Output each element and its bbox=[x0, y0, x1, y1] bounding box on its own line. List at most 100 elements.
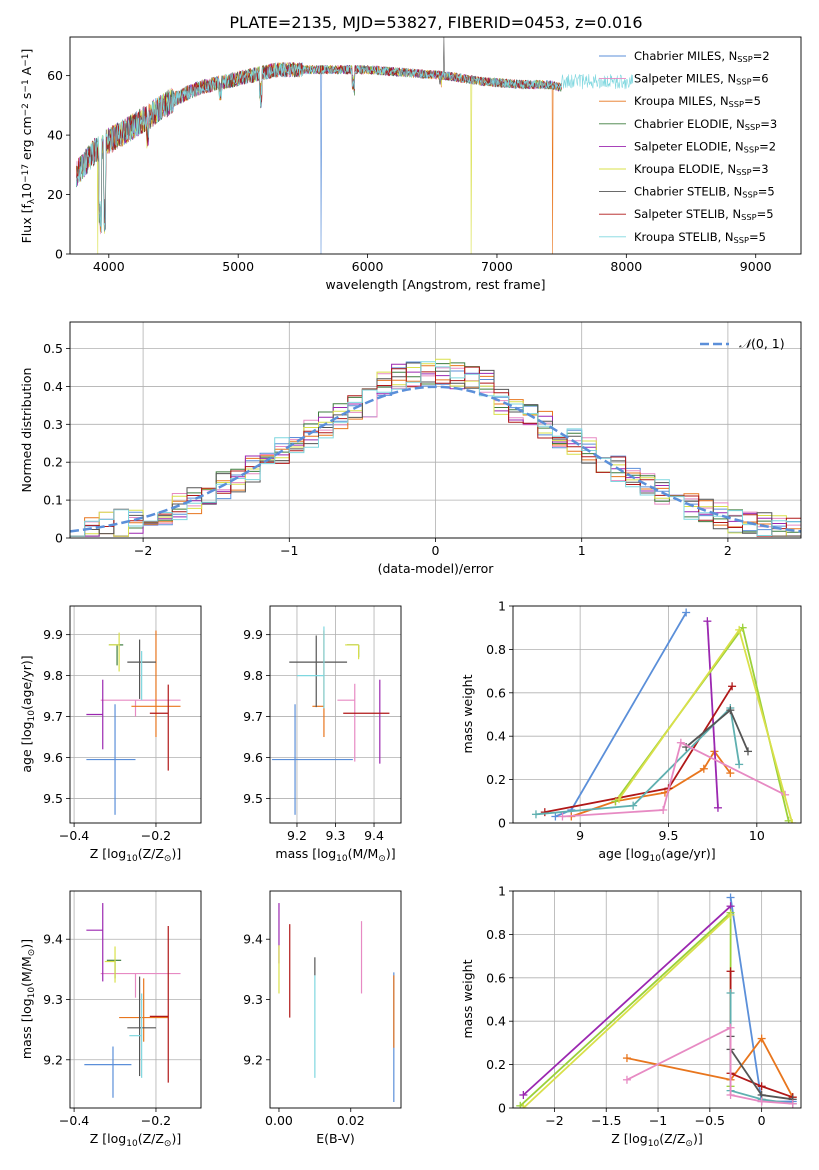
weight-line bbox=[522, 905, 732, 1096]
legend-label-salpeter-stelib: Salpeter STELIB, NSSP=5 bbox=[634, 207, 774, 222]
histogram-kroupa-stelib bbox=[70, 361, 801, 537]
weight-line bbox=[519, 910, 732, 1107]
weight-series-3 bbox=[519, 902, 735, 1099]
weight-line bbox=[571, 749, 732, 818]
weight-series-9 bbox=[615, 625, 797, 823]
plot-area bbox=[84, 903, 181, 1098]
y-axis-label: mass weight bbox=[460, 959, 475, 1038]
y-tick-label: 9.2 bbox=[43, 1052, 63, 1067]
spectrum-line-chabrier-miles bbox=[76, 62, 562, 254]
figure-title: PLATE=2135, MJD=53827, FIBERID=0453, z=0… bbox=[229, 13, 642, 32]
axes-frame bbox=[69, 321, 802, 539]
errorbar-kroupa-elodie bbox=[108, 632, 120, 672]
errorbar-salpeter-miles bbox=[100, 972, 181, 998]
weight-series-5 bbox=[540, 682, 737, 817]
x-axis-label: mass [log10(M/M⊙)] bbox=[275, 846, 395, 864]
x-tick-label: 5000 bbox=[222, 259, 254, 274]
x-axis-label: Z [log10(Z/Z⊙)] bbox=[90, 846, 181, 864]
x-tick-label: 0 bbox=[432, 543, 440, 558]
y-tick-label: 0.5 bbox=[43, 341, 63, 356]
weight-line bbox=[614, 625, 790, 822]
errorbar-chabrier-elodie bbox=[108, 644, 124, 666]
x-tick-label: 2 bbox=[724, 543, 732, 558]
y-tick-label: 60 bbox=[47, 68, 63, 83]
y-axis-label: mass weight bbox=[460, 674, 475, 753]
x-tick-label: −0.5 bbox=[695, 1113, 725, 1128]
x-tick-label: 9 bbox=[576, 828, 584, 843]
errorbar-chabrier-elodie bbox=[347, 644, 360, 658]
x-tick-label: 9.5 bbox=[659, 828, 679, 843]
weight-marker bbox=[726, 893, 735, 902]
x-tick-label: 8000 bbox=[610, 259, 642, 274]
legend-label-kroupa-stelib: Kroupa STELIB, NSSP=5 bbox=[634, 230, 766, 245]
plot-area bbox=[278, 903, 395, 1102]
weight-marker bbox=[676, 738, 685, 747]
errorbar-salpeter-miles bbox=[337, 683, 356, 762]
weight-marker bbox=[726, 910, 735, 919]
weight-marker bbox=[757, 1082, 766, 1091]
weight-marker bbox=[540, 808, 549, 817]
x-axis-label: Z [log10(Z/Z⊙)] bbox=[90, 1131, 181, 1149]
y-tick-label: 0.4 bbox=[43, 379, 63, 394]
weight-line bbox=[562, 741, 786, 818]
axes-frame bbox=[69, 605, 202, 824]
errorbar-kroupa-elodie bbox=[104, 946, 116, 983]
spectrum-line-chabrier-elodie bbox=[76, 62, 562, 223]
x-tick-label: −0.4 bbox=[59, 828, 89, 843]
y-tick-label: 0 bbox=[498, 816, 506, 831]
gaussian-curve bbox=[70, 385, 801, 533]
x-tick-label: 7000 bbox=[481, 259, 513, 274]
y-axis-label: mass [log10(M/M⊙)] bbox=[19, 939, 37, 1059]
y-tick-label: 9.9 bbox=[43, 627, 63, 642]
y-tick-label: 9.7 bbox=[243, 709, 263, 724]
errorbar-kroupa-miles bbox=[131, 630, 181, 738]
y-tick-label: 1 bbox=[498, 599, 506, 614]
legend-label-chabrier-stelib: Chabrier STELIB, NSSP=5 bbox=[634, 185, 775, 200]
weight-marker bbox=[788, 1099, 797, 1108]
errorbar-kroupa-miles bbox=[119, 978, 169, 1042]
y-tick-label: 0.4 bbox=[486, 729, 506, 744]
plot-area bbox=[531, 608, 797, 823]
legend-label-kroupa-miles: Kroupa MILES, NSSP=5 bbox=[634, 94, 761, 109]
errorbar-salpeter-miles bbox=[100, 699, 181, 717]
x-tick-label: −0.4 bbox=[59, 1113, 89, 1128]
weight-line bbox=[555, 612, 687, 818]
weight-line bbox=[706, 621, 719, 808]
weight-line bbox=[535, 706, 741, 816]
weight-marker bbox=[743, 747, 752, 756]
axes-frame bbox=[512, 605, 802, 824]
x-tick-label: −1 bbox=[649, 1113, 667, 1128]
plot-residuals: −2 −1 0 1 2 0 0.1 0.2 0.3 0.4 0.5 (data-model)/erro… bbox=[19, 321, 802, 576]
y-axis-label: age [log10(age/yr)] bbox=[19, 655, 37, 772]
y-tick-label: 9.5 bbox=[243, 791, 263, 806]
y-tick-label: 9.6 bbox=[243, 750, 263, 765]
x-axis-label: wavelength [Angstrom, rest frame] bbox=[325, 277, 545, 292]
weight-series-9 bbox=[519, 910, 735, 1108]
errorbar-salpeter-elodie bbox=[86, 903, 104, 982]
x-tick-label: 0.02 bbox=[337, 1113, 365, 1128]
y-tick-label: 40 bbox=[47, 128, 63, 143]
weight-marker bbox=[699, 764, 708, 773]
weight-marker bbox=[757, 1034, 766, 1043]
weight-marker bbox=[788, 819, 797, 823]
weight-marker bbox=[726, 967, 735, 976]
y-tick-label: 0.2 bbox=[486, 1057, 506, 1072]
y-tick-label: 0 bbox=[498, 1101, 506, 1116]
errorbar-chabrier-stelib bbox=[289, 635, 348, 708]
y-tick-label: 9.8 bbox=[243, 668, 263, 683]
spectrum-line-kroupa-elodie bbox=[76, 62, 562, 254]
weight-marker bbox=[659, 805, 668, 814]
plot-age-vs-Z: −0.4 −0.2 9.5 9.6 9.7 9.8 9.9 Z [log10(Z/Z⊙)] ag… bbox=[19, 605, 202, 864]
x-tick-label: 9000 bbox=[740, 259, 772, 274]
plot-age-vs-mass: 9.2 9.3 9.4 9.5 9.6 9.7 9.8 9.9 mass [log10(M/M⊙… bbox=[243, 605, 402, 864]
legend-label-chabrier-miles: Chabrier MILES, NSSP=2 bbox=[634, 49, 770, 64]
y-tick-label: 9.9 bbox=[243, 627, 263, 642]
x-tick-label: −2 bbox=[545, 1113, 563, 1128]
weight-marker bbox=[558, 812, 567, 821]
plot-spectrum: 4000 5000 6000 7000 8000 9000 0 20 40 60 wavelengt… bbox=[19, 36, 802, 292]
weight-marker bbox=[622, 1054, 631, 1063]
errorbar-chabrier-miles bbox=[84, 1046, 132, 1098]
y-tick-label: 0.2 bbox=[486, 772, 506, 787]
y-tick-label: 9.7 bbox=[43, 709, 63, 724]
y-tick-label: 0.1 bbox=[43, 493, 63, 508]
